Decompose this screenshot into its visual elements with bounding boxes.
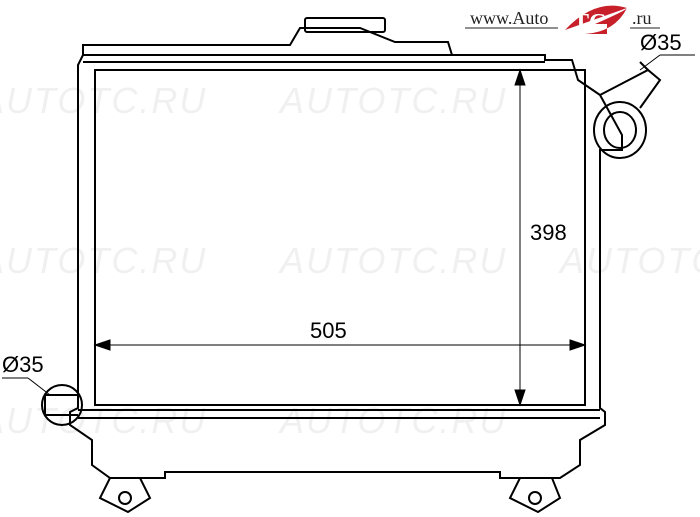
dim-height-label: 398 [530, 220, 567, 245]
filler-cap [305, 18, 385, 32]
outlet-top-right [594, 62, 660, 158]
radiator-diagram: 505 398 Ø35 Ø35 www.Auto TC .ru [0, 0, 700, 517]
logo-suffix: .ru [632, 8, 652, 28]
logo-prefix: www.Auto [470, 8, 548, 28]
site-logo: www.Auto TC .ru [465, 6, 660, 36]
leader-dia-bottom [2, 378, 50, 395]
mount-left [100, 478, 150, 512]
outlet-bottom-left [42, 385, 82, 425]
svg-text:TC: TC [573, 10, 606, 36]
radiator-body [70, 28, 622, 478]
dim-width-label: 505 [310, 318, 347, 343]
leader-dia-top [640, 55, 695, 70]
dia-bottom-label: Ø35 [2, 352, 44, 377]
mount-right [510, 478, 560, 512]
dia-top-label: Ø35 [640, 30, 682, 55]
